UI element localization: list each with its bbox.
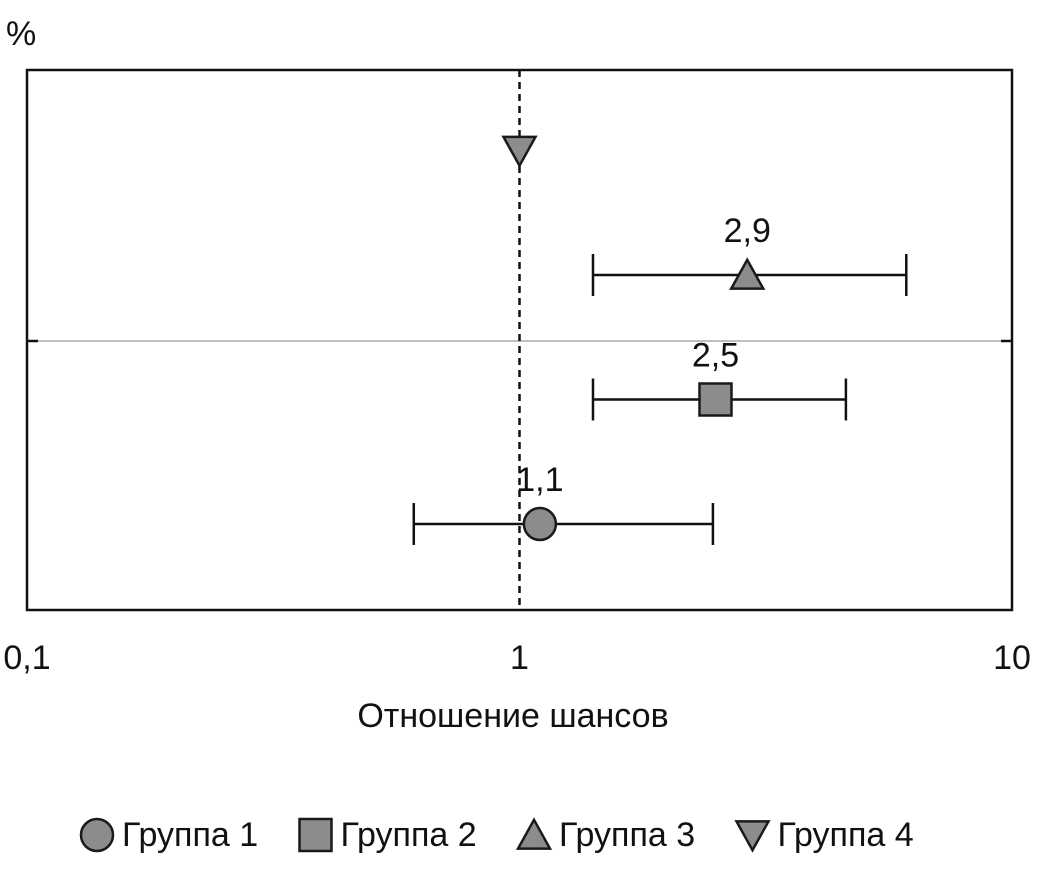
point	[729, 257, 766, 290]
point	[698, 382, 733, 417]
x-tick-label: 0,1	[3, 639, 50, 677]
point	[522, 506, 558, 542]
legend-label: Группа 3	[559, 816, 695, 854]
legend-label: Группа 1	[122, 816, 258, 854]
legend-label: Группа 2	[341, 816, 477, 854]
data-label: 1,1	[516, 461, 563, 499]
legend-marker	[515, 817, 553, 850]
legend-marker	[298, 817, 333, 853]
legend-marker	[734, 820, 771, 853]
plot-frame	[25, 68, 1014, 612]
legend-marker	[79, 817, 115, 853]
x-axis-label: Отношение шансов	[357, 697, 668, 735]
legend-label: Группа 4	[778, 816, 914, 854]
data-label: 2,9	[724, 212, 771, 250]
data-label: 2,5	[692, 336, 739, 374]
y-axis-label: %	[6, 15, 36, 53]
x-tick-label: 1	[510, 639, 529, 677]
x-tick-label: 10	[993, 639, 1031, 677]
point	[501, 135, 538, 169]
